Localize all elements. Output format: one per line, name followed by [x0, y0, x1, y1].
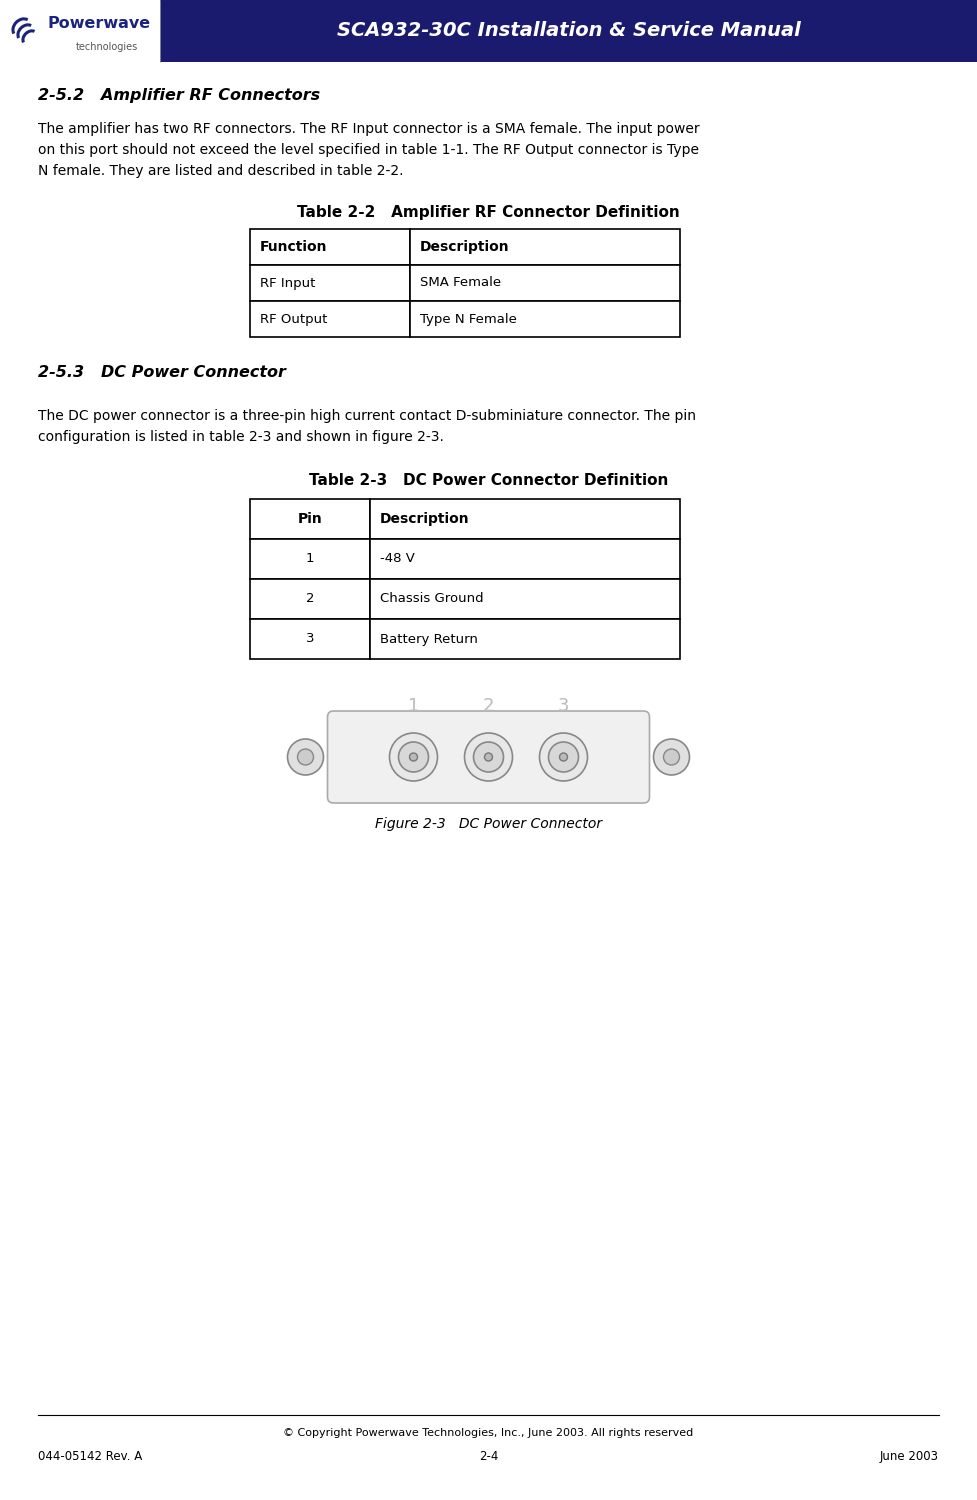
Text: 3: 3 — [558, 698, 570, 715]
Text: The amplifier has two RF connectors. The RF Input connector is a SMA female. The: The amplifier has two RF connectors. The… — [38, 122, 700, 136]
Circle shape — [654, 740, 690, 776]
Circle shape — [560, 753, 568, 760]
Bar — [370, 500, 680, 538]
Circle shape — [663, 748, 679, 765]
Text: technologies: technologies — [76, 42, 139, 51]
Text: SCA932-30C Installation & Service Manual: SCA932-30C Installation & Service Manual — [337, 21, 800, 40]
Bar — [160, 0, 977, 62]
Bar — [250, 500, 370, 538]
Text: 2-5.2   Amplifier RF Connectors: 2-5.2 Amplifier RF Connectors — [38, 88, 320, 104]
Text: 1: 1 — [306, 552, 315, 566]
Text: 2: 2 — [483, 698, 494, 715]
Circle shape — [548, 742, 578, 772]
Text: 1: 1 — [407, 698, 419, 715]
Circle shape — [287, 740, 323, 776]
Circle shape — [298, 748, 314, 765]
Text: Description: Description — [420, 240, 510, 254]
FancyBboxPatch shape — [327, 711, 650, 803]
Bar — [250, 538, 370, 579]
Bar — [370, 538, 680, 579]
Text: Function: Function — [260, 240, 327, 254]
Text: June 2003: June 2003 — [880, 1450, 939, 1462]
Text: Powerwave: Powerwave — [48, 16, 150, 32]
Text: Table 2-2   Amplifier RF Connector Definition: Table 2-2 Amplifier RF Connector Definit… — [297, 206, 680, 220]
Circle shape — [474, 742, 503, 772]
Text: Chassis Ground: Chassis Ground — [380, 592, 484, 606]
Circle shape — [464, 734, 513, 782]
Circle shape — [390, 734, 438, 782]
Text: on this port should not exceed the level specified in table 1-1. The RF Output c: on this port should not exceed the level… — [38, 142, 699, 158]
Bar — [0, 0, 160, 62]
Bar — [370, 579, 680, 620]
Text: RF Input: RF Input — [260, 276, 316, 290]
Text: SMA Female: SMA Female — [420, 276, 501, 290]
Text: Description: Description — [380, 512, 470, 526]
Text: Figure 2-3   DC Power Connector: Figure 2-3 DC Power Connector — [375, 818, 602, 831]
Bar — [410, 266, 680, 302]
Bar — [370, 620, 680, 658]
Text: -48 V: -48 V — [380, 552, 415, 566]
Circle shape — [409, 753, 417, 760]
Text: RF Output: RF Output — [260, 312, 327, 326]
Text: configuration is listed in table 2-3 and shown in figure 2-3.: configuration is listed in table 2-3 and… — [38, 430, 444, 444]
Bar — [410, 230, 680, 266]
Text: 2: 2 — [306, 592, 315, 606]
Text: Battery Return: Battery Return — [380, 633, 478, 645]
Bar — [250, 579, 370, 620]
Circle shape — [399, 742, 429, 772]
Text: N female. They are listed and described in table 2-2.: N female. They are listed and described … — [38, 164, 404, 178]
Text: 2-4: 2-4 — [479, 1450, 498, 1462]
Text: © Copyright Powerwave Technologies, Inc., June 2003. All rights reserved: © Copyright Powerwave Technologies, Inc.… — [283, 1428, 694, 1438]
Text: Type N Female: Type N Female — [420, 312, 517, 326]
Bar — [250, 230, 410, 266]
Text: Pin: Pin — [298, 512, 322, 526]
Circle shape — [539, 734, 587, 782]
Text: 044-05142 Rev. A: 044-05142 Rev. A — [38, 1450, 143, 1462]
Bar — [410, 302, 680, 338]
Bar — [250, 620, 370, 658]
Text: Table 2-3   DC Power Connector Definition: Table 2-3 DC Power Connector Definition — [309, 472, 668, 488]
Circle shape — [485, 753, 492, 760]
Text: 3: 3 — [306, 633, 315, 645]
Bar — [250, 302, 410, 338]
Bar — [250, 266, 410, 302]
Text: The DC power connector is a three-pin high current contact D-subminiature connec: The DC power connector is a three-pin hi… — [38, 410, 696, 423]
Text: 2-5.3   DC Power Connector: 2-5.3 DC Power Connector — [38, 364, 286, 380]
